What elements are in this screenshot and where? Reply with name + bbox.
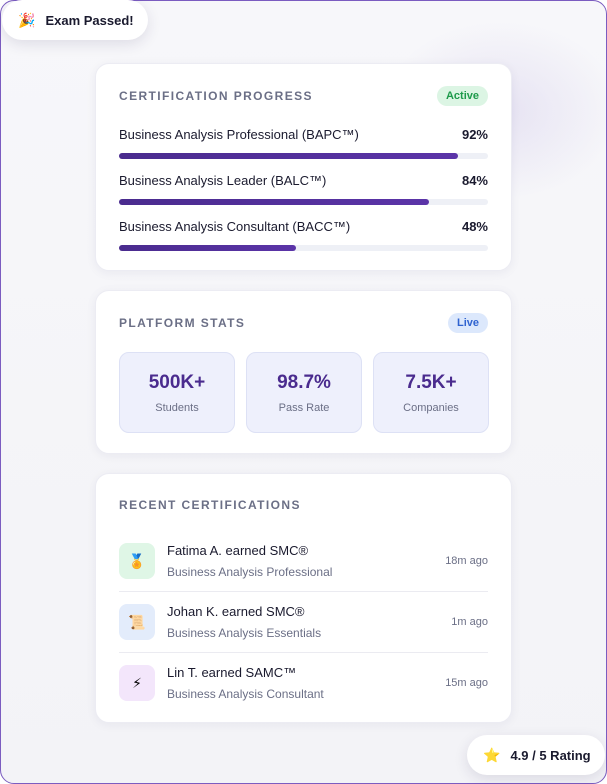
cert-time: 1m ago <box>451 616 488 628</box>
certification-progress-card: CERTIFICATION PROGRESS Active Business A… <box>95 63 512 271</box>
cert-name: Johan K. earned SMC® <box>167 604 305 619</box>
cert-name: Fatima A. earned SMC® <box>167 543 309 558</box>
cert-name: Lin T. earned SAMC™ <box>167 665 297 680</box>
rating-toast: ⭐ 4.9 / 5 Rating <box>467 735 605 775</box>
progress-track <box>119 153 488 159</box>
cert-course: Business Analysis Essentials <box>167 626 322 640</box>
list-item[interactable]: 📜 Johan K. earned SMC® Business Analysis… <box>119 592 488 652</box>
progress-item: Business Analysis Professional (BAPC™) 9… <box>119 127 488 159</box>
progress-fill <box>119 199 429 205</box>
progress-label: Business Analysis Consultant (BACC™) <box>119 219 351 234</box>
progress-percent: 92% <box>461 127 488 142</box>
scroll-icon: 📜 <box>119 604 155 640</box>
progress-track <box>119 245 488 251</box>
card-title: CERTIFICATION PROGRESS <box>119 89 313 103</box>
platform-stats-card: PLATFORM STATS Live 500K+ Students 98.7%… <box>95 290 512 454</box>
progress-percent: 48% <box>461 219 488 234</box>
stat-pass-rate: 98.7% Pass Rate <box>246 352 362 433</box>
stat-students: 500K+ Students <box>119 352 235 433</box>
cert-time: 18m ago <box>445 555 488 567</box>
card-title: PLATFORM STATS <box>119 316 246 330</box>
stat-label: Companies <box>403 401 459 414</box>
toast-label: 4.9 / 5 Rating <box>510 747 591 763</box>
party-popper-icon: 🎉 <box>18 11 36 28</box>
stat-value: 500K+ <box>148 371 206 393</box>
status-badge: Live <box>447 313 488 333</box>
list-item[interactable]: ⚡ Lin T. earned SAMC™ Business Analysis … <box>119 653 488 713</box>
exam-passed-toast: 🎉 Exam Passed! <box>2 0 148 40</box>
divider <box>119 591 488 592</box>
progress-track <box>119 199 488 205</box>
progress-item: Business Analysis Consultant (BACC™) 48% <box>119 219 488 251</box>
medal-icon: 🏅 <box>119 543 155 579</box>
stat-companies: 7.5K+ Companies <box>373 352 489 433</box>
stat-label: Pass Rate <box>278 401 330 414</box>
list-item[interactable]: 🏅 Fatima A. earned SMC® Business Analysi… <box>119 531 488 591</box>
stat-value: 7.5K+ <box>405 371 457 393</box>
progress-fill <box>119 153 459 159</box>
card-title: RECENT CERTIFICATIONS <box>119 498 301 512</box>
status-badge: Active <box>436 86 488 106</box>
lightning-icon: ⚡ <box>119 665 155 701</box>
divider <box>119 652 488 653</box>
cert-course: Business Analysis Consultant <box>167 687 324 701</box>
progress-percent: 84% <box>461 173 488 188</box>
progress-fill <box>119 245 297 251</box>
progress-label: Business Analysis Leader (BALC™) <box>119 173 327 188</box>
cert-course: Business Analysis Professional <box>167 565 333 579</box>
star-icon: ⭐ <box>483 746 501 763</box>
stat-label: Students <box>155 401 199 414</box>
recent-certifications-card: RECENT CERTIFICATIONS 🏅 Fatima A. earned… <box>95 473 512 723</box>
toast-label: Exam Passed! <box>45 12 134 28</box>
progress-label: Business Analysis Professional (BAPC™) <box>119 127 359 142</box>
cert-time: 15m ago <box>445 677 488 689</box>
progress-item: Business Analysis Leader (BALC™) 84% <box>119 173 488 205</box>
stat-value: 98.7% <box>277 371 331 393</box>
